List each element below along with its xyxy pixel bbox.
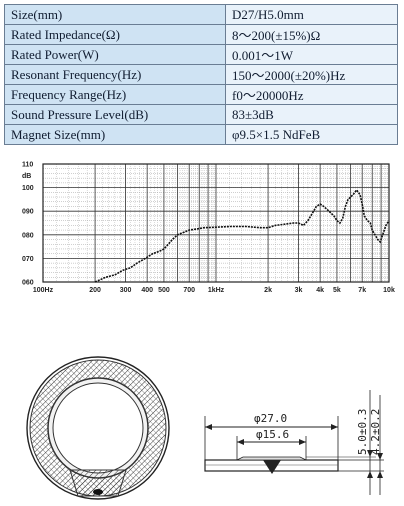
- x-tick-label: 200: [89, 287, 101, 294]
- spec-label: Resonant Frequency(Hz): [4, 64, 226, 85]
- outer-rim: [26, 356, 170, 500]
- x-tick-label: 10k: [383, 287, 395, 294]
- magnet-bump: [236, 456, 307, 461]
- x-tick-label: 5k: [333, 287, 341, 294]
- y-tick-label: 090: [22, 209, 34, 216]
- spec-label: Sound Pressure Level(dB): [4, 104, 226, 125]
- y-tick-label: 080: [22, 232, 34, 239]
- terminal-pad: [69, 469, 127, 497]
- outer-dim-arrow-left: [205, 424, 212, 430]
- chart-frame: [42, 163, 390, 283]
- spec-label: Frequency Range(Hz): [4, 84, 226, 105]
- outer-dim-label: φ27.0: [254, 412, 287, 425]
- height-arrow-down: [367, 471, 373, 478]
- x-tick-label: 700: [183, 287, 195, 294]
- spec-row: Rated Impedance(Ω) 8～200(±15%)Ω: [4, 24, 398, 45]
- height-body-label: 4.2±0.2: [369, 409, 382, 455]
- chart-y-unit: dB: [22, 173, 31, 180]
- spec-row: Size(mm) D27/H5.0mm: [4, 4, 398, 25]
- magnet-dim-arrow-right: [299, 439, 306, 445]
- x-tick-label: 2k: [264, 287, 272, 294]
- spec-row: Magnet Size(mm) φ9.5×1.5 NdFeB: [4, 124, 398, 145]
- response-curve: [94, 188, 390, 283]
- chart-y-ticks: 110 100 090 080 070 060: [22, 162, 34, 287]
- spec-value: φ9.5×1.5 NdFeB: [225, 124, 398, 145]
- spec-value: 0.001～1W: [225, 44, 398, 65]
- outer-dim-arrow-right: [331, 424, 338, 430]
- x-tick-label: 100Hz: [33, 287, 54, 294]
- x-tick-label: 1kHz: [208, 287, 225, 294]
- spec-label: Rated Impedance(Ω): [4, 24, 226, 45]
- x-tick-label: 400: [141, 287, 153, 294]
- spec-value: D27/H5.0mm: [225, 4, 398, 25]
- y-tick-label: 100: [22, 185, 34, 192]
- chart-series-group: [94, 188, 390, 283]
- spec-row: Frequency Range(Hz) f0～20000Hz: [4, 84, 398, 105]
- y-tick-label: 110: [22, 162, 33, 169]
- body-arrow-down: [377, 471, 383, 478]
- spec-table: Size(mm) D27/H5.0mm Rated Impedance(Ω) 8～20…: [4, 4, 398, 145]
- x-tick-label: 3k: [295, 287, 303, 294]
- chart-x-ticks: 100Hz 200 300 400 500 700 1kHz 2k 3k 4k 5k 7k 10k: [33, 287, 395, 294]
- spec-table-body: Size(mm) D27/H5.0mm Rated Impedance(Ω) 8～20…: [4, 4, 398, 145]
- body-arrow-up: [377, 453, 383, 460]
- magnet-dim-arrow-left: [237, 439, 244, 445]
- spec-label: Size(mm): [4, 4, 226, 25]
- center-pole: [263, 460, 281, 474]
- x-tick-label: 7k: [358, 287, 366, 294]
- solder-point: [93, 489, 103, 495]
- y-tick-label: 070: [22, 256, 34, 263]
- x-tick-label: 4k: [316, 287, 324, 294]
- spec-row: Sound Pressure Level(dB) 83±3dB: [4, 104, 398, 125]
- spec-label: Magnet Size(mm): [4, 124, 226, 145]
- spec-row: Rated Power(W) 0.001～1W: [4, 44, 398, 65]
- x-tick-label: 300: [120, 287, 132, 294]
- magnet-dim-label: φ15.6: [256, 428, 289, 441]
- height-total-label: 5.0±0.3: [356, 409, 369, 455]
- spec-label: Rated Power(W): [4, 44, 226, 65]
- y-tick-label: 060: [22, 280, 34, 287]
- x-tick-label: 500: [158, 287, 170, 294]
- height-arrow-up: [367, 450, 373, 457]
